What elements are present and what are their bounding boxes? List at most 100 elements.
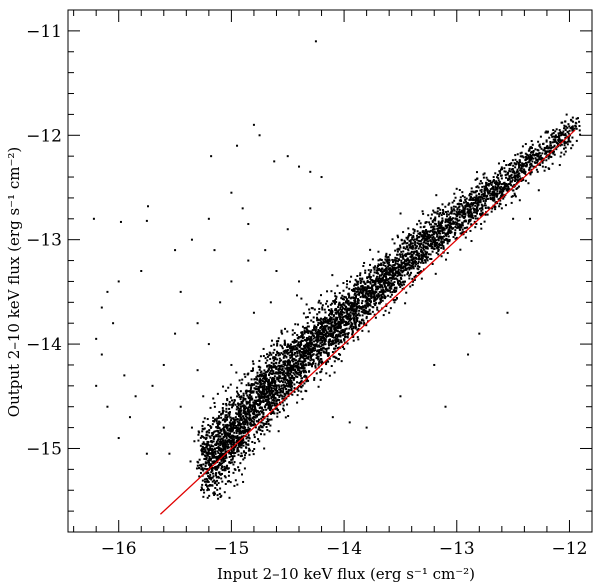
data-point — [204, 443, 207, 446]
data-point — [271, 379, 274, 382]
data-point — [414, 265, 417, 268]
data-point — [441, 217, 444, 220]
data-point — [247, 382, 250, 385]
data-point — [350, 328, 353, 331]
data-point — [273, 399, 276, 402]
data-point — [316, 324, 319, 327]
data-point — [250, 386, 253, 389]
data-point — [304, 363, 307, 366]
data-point — [244, 375, 247, 378]
data-point — [474, 178, 477, 181]
data-point — [195, 467, 198, 470]
data-point — [238, 421, 241, 424]
data-point — [514, 162, 517, 165]
data-point — [475, 199, 478, 202]
data-point — [413, 238, 416, 241]
data-point — [475, 171, 478, 174]
data-point — [483, 204, 486, 207]
data-point — [264, 388, 267, 391]
data-point — [386, 256, 389, 259]
data-point — [271, 376, 274, 379]
data-point — [253, 441, 256, 444]
data-point — [505, 182, 508, 185]
data-point — [361, 287, 364, 290]
data-point — [285, 397, 288, 400]
data-point — [303, 332, 306, 335]
data-point — [519, 169, 522, 172]
data-point — [377, 259, 380, 262]
data-point — [258, 407, 261, 410]
data-point — [229, 425, 232, 428]
data-point — [447, 224, 450, 227]
data-point — [211, 476, 214, 479]
data-point — [381, 291, 384, 294]
data-point — [310, 330, 313, 333]
data-point — [273, 358, 276, 361]
data-point — [391, 277, 394, 280]
data-point — [363, 289, 366, 292]
data-point — [302, 363, 305, 366]
data-point — [367, 330, 370, 333]
data-point — [508, 167, 511, 170]
data-point — [495, 180, 498, 183]
data-point — [283, 351, 286, 354]
data-point — [358, 287, 361, 290]
data-point — [333, 327, 336, 330]
data-point — [524, 164, 527, 167]
data-point — [393, 290, 396, 293]
data-point — [498, 205, 501, 208]
data-point — [360, 280, 363, 283]
data-point — [465, 203, 468, 206]
data-point — [331, 333, 334, 336]
data-point — [225, 435, 228, 438]
data-point — [256, 410, 259, 413]
data-point — [237, 466, 240, 469]
data-point — [445, 234, 448, 237]
data-point — [219, 421, 222, 424]
data-point — [471, 204, 474, 207]
data-point — [217, 415, 220, 418]
data-point — [230, 443, 233, 446]
data-point — [408, 259, 411, 262]
data-point — [474, 217, 477, 220]
data-point — [237, 453, 240, 456]
data-point — [216, 433, 219, 436]
data-point — [218, 455, 221, 458]
data-point — [458, 219, 461, 222]
data-point — [277, 378, 280, 381]
data-point — [288, 345, 291, 348]
data-point — [258, 402, 261, 405]
data-point — [352, 314, 355, 317]
data-point — [214, 480, 217, 483]
data-point — [247, 426, 250, 429]
data-point — [512, 189, 515, 192]
data-point — [268, 403, 271, 406]
data-point — [493, 204, 496, 207]
data-point — [286, 348, 289, 351]
data-point — [204, 464, 207, 467]
data-point — [226, 447, 229, 450]
data-point — [247, 384, 250, 387]
data-point — [387, 294, 390, 297]
data-point — [300, 385, 303, 388]
data-point — [300, 347, 303, 350]
data-point — [384, 295, 387, 298]
data-point — [251, 412, 254, 415]
data-point — [316, 355, 319, 358]
data-point — [395, 289, 398, 292]
data-point — [431, 233, 434, 236]
data-point — [356, 274, 359, 277]
data-point — [321, 332, 324, 335]
data-point — [384, 255, 387, 258]
data-point — [303, 350, 306, 353]
data-point — [380, 290, 383, 293]
data-point — [452, 205, 455, 208]
data-point — [277, 430, 280, 433]
data-point — [318, 311, 321, 314]
data-point — [489, 182, 492, 185]
data-point — [391, 238, 394, 241]
data-point — [480, 188, 483, 191]
data-point — [329, 330, 332, 333]
data-point — [343, 324, 346, 327]
data-point — [412, 262, 415, 265]
